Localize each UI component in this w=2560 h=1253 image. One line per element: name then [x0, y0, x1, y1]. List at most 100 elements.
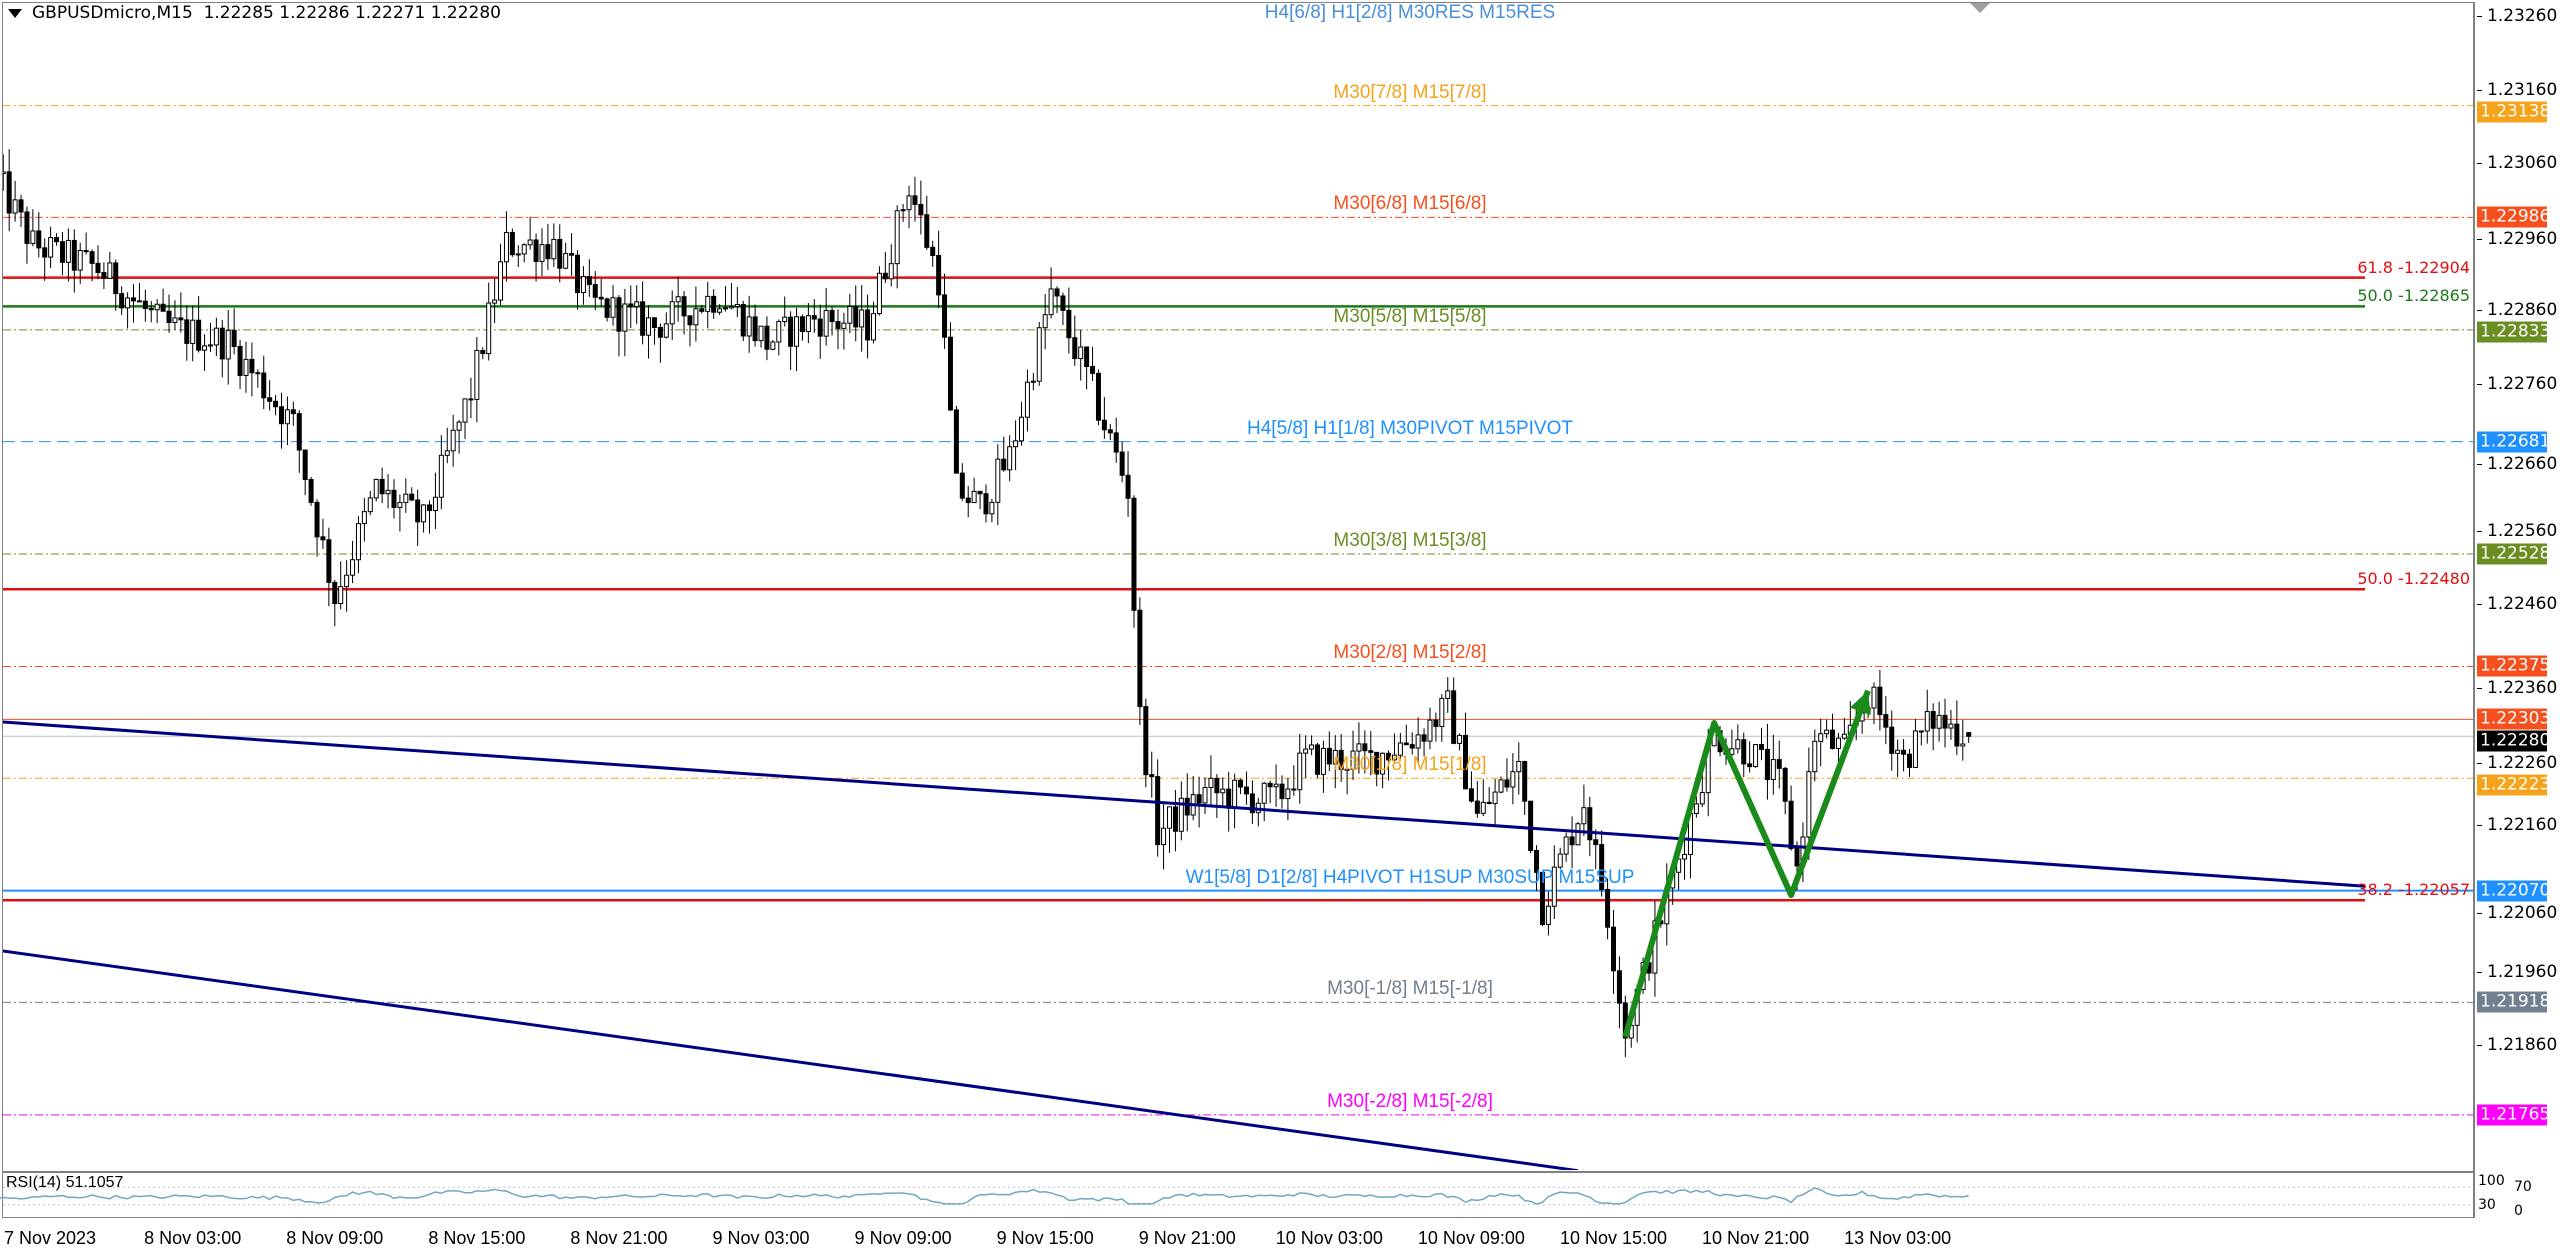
bull-candle[interactable] [432, 496, 438, 512]
bull-candle[interactable] [444, 450, 450, 456]
bull-candle[interactable] [486, 302, 492, 355]
bear-candle[interactable] [865, 309, 871, 341]
bear-candle[interactable] [101, 272, 107, 279]
bear-candle[interactable] [36, 230, 42, 249]
bull-candle[interactable] [1439, 697, 1445, 727]
bull-candle[interactable] [107, 262, 113, 279]
bull-candle[interactable] [1, 171, 6, 174]
bear-candle[interactable] [332, 581, 338, 605]
bear-candle[interactable] [1901, 749, 1907, 755]
bear-candle[interactable] [326, 539, 332, 583]
bull-candle[interactable] [1924, 711, 1930, 732]
bull-candle[interactable] [1297, 752, 1303, 791]
bear-candle[interactable] [1741, 739, 1747, 765]
bear-candle[interactable] [1125, 474, 1131, 499]
bull-candle[interactable] [770, 341, 776, 350]
bear-candle[interactable] [616, 297, 622, 332]
bull-candle[interactable] [492, 299, 498, 304]
bear-candle[interactable] [1184, 797, 1190, 816]
bull-candle[interactable] [527, 239, 533, 246]
bear-candle[interactable] [237, 345, 243, 376]
bear-candle[interactable] [261, 372, 267, 399]
bull-candle[interactable] [1818, 733, 1824, 742]
bear-candle[interactable] [18, 199, 24, 213]
bear-candle[interactable] [942, 294, 948, 338]
bull-candle[interactable] [1415, 734, 1421, 749]
bull-candle[interactable] [213, 327, 219, 346]
bull-candle[interactable] [1019, 416, 1024, 442]
bear-candle[interactable] [1326, 747, 1332, 765]
bull-candle[interactable] [1557, 853, 1563, 868]
bull-candle[interactable] [1498, 779, 1504, 793]
bear-candle[interactable] [1794, 848, 1800, 867]
bear-candle[interactable] [1788, 800, 1794, 850]
bull-candle[interactable] [397, 502, 403, 508]
bull-candle[interactable] [1391, 754, 1397, 761]
bear-candle[interactable] [1095, 372, 1101, 421]
bear-candle[interactable] [936, 254, 942, 296]
bear-candle[interactable] [1137, 609, 1143, 708]
bull-candle[interactable] [1350, 750, 1356, 770]
bear-candle[interactable] [1403, 742, 1409, 746]
bull-candle[interactable] [1048, 288, 1054, 316]
bear-candle[interactable] [148, 308, 154, 311]
bull-candle[interactable] [906, 195, 912, 211]
bear-candle[interactable] [136, 300, 142, 303]
bull-candle[interactable] [1563, 836, 1569, 855]
bull-candle[interactable] [172, 317, 178, 324]
bull-candle[interactable] [12, 199, 18, 214]
bear-candle[interactable] [1528, 800, 1534, 852]
bear-candle[interactable] [575, 254, 580, 294]
bull-candle[interactable] [154, 303, 160, 311]
bull-candle[interactable] [876, 272, 882, 315]
bull-candle[interactable] [610, 297, 616, 318]
bull-candle[interactable] [1551, 866, 1557, 907]
bull-candle[interactable] [1770, 759, 1776, 781]
bull-candle[interactable] [1581, 807, 1587, 825]
bull-candle[interactable] [1480, 801, 1486, 814]
bull-candle[interactable] [841, 322, 847, 329]
bear-candle[interactable] [1315, 744, 1320, 775]
bull-candle[interactable] [1699, 792, 1705, 805]
bull-candle[interactable] [65, 239, 71, 263]
bull-candle[interactable] [1078, 346, 1084, 360]
bear-candle[interactable] [983, 493, 989, 515]
bear-candle[interactable] [1214, 777, 1220, 794]
bull-candle[interactable] [805, 315, 811, 332]
bear-candle[interactable] [764, 325, 770, 350]
bear-candle[interactable] [1172, 806, 1178, 832]
bull-candle[interactable] [1013, 440, 1019, 448]
bull-candle[interactable] [1445, 690, 1451, 699]
bear-candle[interactable] [308, 479, 314, 503]
bear-candle[interactable] [657, 326, 663, 338]
bull-candle[interactable] [385, 489, 391, 495]
bear-candle[interactable] [1149, 774, 1155, 778]
bear-candle[interactable] [1374, 751, 1380, 775]
bear-candle[interactable] [142, 300, 148, 310]
bear-candle[interactable] [533, 239, 539, 262]
bull-candle[interactable] [456, 421, 462, 431]
bear-candle[interactable] [1421, 734, 1427, 742]
bear-candle[interactable] [1877, 686, 1883, 716]
bear-candle[interactable] [977, 490, 983, 495]
bear-candle[interactable] [59, 241, 65, 263]
bear-candle[interactable] [1883, 714, 1889, 728]
bull-candle[interactable] [77, 250, 83, 271]
bear-candle[interactable] [160, 303, 166, 312]
bull-candle[interactable] [1167, 806, 1172, 829]
bear-candle[interactable] [1830, 729, 1836, 749]
bear-candle[interactable] [273, 400, 279, 408]
bear-candle[interactable] [119, 293, 125, 309]
bear-candle[interactable] [1451, 690, 1457, 744]
bear-candle[interactable] [1593, 839, 1599, 846]
bear-candle[interactable] [89, 251, 95, 264]
bull-candle[interactable] [355, 523, 361, 561]
bull-candle[interactable] [1030, 380, 1036, 383]
bull-candle[interactable] [1753, 744, 1759, 768]
bear-candle[interactable] [468, 398, 474, 401]
bear-candle[interactable] [1155, 776, 1161, 846]
bear-candle[interactable] [699, 308, 705, 312]
bear-candle[interactable] [1409, 744, 1415, 749]
bear-candle[interactable] [604, 298, 610, 318]
bear-candle[interactable] [95, 262, 101, 274]
